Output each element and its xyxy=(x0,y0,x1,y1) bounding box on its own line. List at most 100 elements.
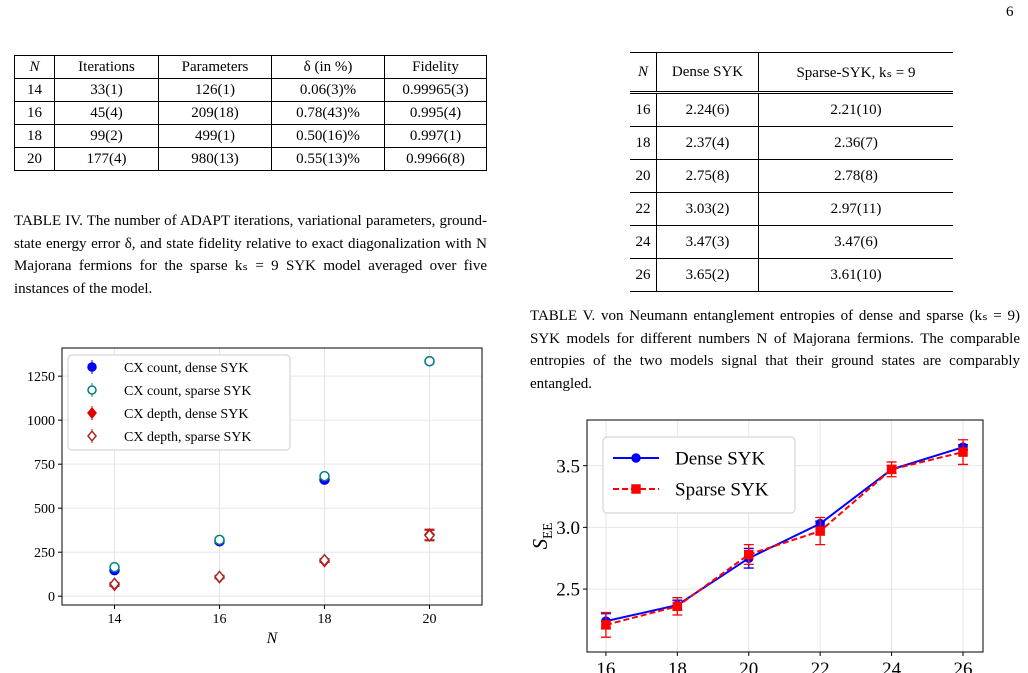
table-cell: 26 xyxy=(630,258,657,292)
marker xyxy=(87,407,97,419)
table-row: 18 2.37(4) 2.36(7) xyxy=(630,126,953,160)
table-cell: 45(4) xyxy=(54,101,159,125)
table-cell: 499(1) xyxy=(158,124,272,148)
table-row: 22 3.03(2) 2.97(11) xyxy=(630,192,953,226)
x-tick-label: 18 xyxy=(668,659,687,673)
legend-box xyxy=(602,436,796,514)
legend-label: CX depth, dense SYK xyxy=(124,407,248,422)
table-cell: 2.97(11) xyxy=(758,192,953,226)
marker xyxy=(815,526,825,536)
marker xyxy=(214,570,225,584)
x-tick-label: 18 xyxy=(318,612,332,627)
legend-label: Dense SYK xyxy=(675,449,766,470)
marker xyxy=(87,430,97,442)
table-cell: 2.36(7) xyxy=(758,126,953,160)
table-cell: 3.61(10) xyxy=(758,258,953,292)
table-row: 16 2.24(6) 2.21(10) xyxy=(630,92,953,127)
marker xyxy=(672,601,683,612)
x-tick-label: 26 xyxy=(954,659,973,673)
table-cell: 209(18) xyxy=(158,101,272,125)
legend-label: Sparse SYK xyxy=(675,480,769,501)
x-axis-label: N xyxy=(266,630,279,647)
table-row: 20 177(4) 980(13) 0.55(13)% 0.9966(8) xyxy=(14,147,487,171)
marker xyxy=(87,385,97,395)
table-cell: Fidelity xyxy=(384,55,487,79)
table-cell: 0.50(16)% xyxy=(271,124,385,148)
table-cell: 16 xyxy=(630,92,657,127)
marker xyxy=(214,534,225,546)
y-tick-label: 750 xyxy=(34,458,55,473)
y-tick-label: 500 xyxy=(34,502,55,517)
marker xyxy=(958,447,968,457)
table-cell: 2.37(4) xyxy=(656,126,759,160)
table-row: 26 3.65(2) 3.61(10) xyxy=(630,258,953,292)
table-cell: 33(1) xyxy=(54,78,159,102)
table-cell: 18 xyxy=(630,126,657,160)
y-tick-label: 0 xyxy=(48,590,55,605)
table-row: 24 3.47(3) 3.47(6) xyxy=(630,225,953,259)
marker xyxy=(424,528,435,543)
table-row: N Iterations Parameters δ (in %) Fidelity xyxy=(14,55,487,79)
marker xyxy=(631,453,641,463)
y-tick-label: 1000 xyxy=(27,414,55,429)
marker xyxy=(886,464,897,475)
marker xyxy=(424,355,435,367)
table-cell: N xyxy=(630,52,657,94)
table-row: 16 45(4) 209(18) 0.78(43)% 0.995(4) xyxy=(14,101,487,125)
y-axis-label-sub: EE xyxy=(540,523,555,539)
legend-label: CX depth, sparse SYK xyxy=(124,430,252,445)
series-line xyxy=(605,451,964,626)
axes-frame xyxy=(586,419,984,653)
x-tick-label: 24 xyxy=(882,659,902,673)
marker xyxy=(631,484,641,494)
legend-label: CX count, sparse SYK xyxy=(124,384,252,399)
table-cell: 99(2) xyxy=(54,124,159,148)
table-cell: 177(4) xyxy=(54,147,159,171)
table-cell: 22 xyxy=(630,192,657,226)
x-tick-label: 14 xyxy=(108,612,122,627)
table-iv-caption: TABLE IV. The number of ADAPT iterations… xyxy=(14,213,487,297)
table-cell: 3.47(3) xyxy=(656,225,759,259)
y-tick-label: 1250 xyxy=(27,370,55,385)
x-tick-label: 20 xyxy=(423,612,437,627)
table-cell: 2.21(10) xyxy=(758,92,953,127)
x-tick-label: 22 xyxy=(811,659,830,673)
y-tick-label: 3.0 xyxy=(556,518,580,539)
table-cell: 0.55(13)% xyxy=(271,147,385,171)
table-row: 18 99(2) 499(1) 0.50(16)% 0.997(1) xyxy=(14,124,487,148)
marker xyxy=(87,362,97,372)
x-tick-label: 16 xyxy=(213,612,227,627)
table-cell: Parameters xyxy=(158,55,272,79)
marker xyxy=(109,561,120,573)
table-cell: 24 xyxy=(630,225,657,259)
table-row: 20 2.75(8) 2.78(8) xyxy=(630,159,953,193)
legend-box xyxy=(67,354,291,451)
table-cell: 3.65(2) xyxy=(656,258,759,292)
marker xyxy=(744,549,754,560)
table-cell: 3.47(6) xyxy=(758,225,953,259)
marker xyxy=(601,620,611,630)
y-tick-label: 3.5 xyxy=(556,456,580,477)
y-axis-label: SEE xyxy=(528,523,555,550)
table-cell: 0.78(43)% xyxy=(271,101,385,125)
table-cell: Sparse-SYK, kₛ = 9 xyxy=(758,52,953,94)
table-cell: 126(1) xyxy=(158,78,272,102)
table-cell: 14 xyxy=(14,78,55,102)
table-cell: Dense SYK xyxy=(656,52,759,94)
table-row: N Dense SYK Sparse-SYK, kₛ = 9 xyxy=(630,52,953,94)
table-cell: Iterations xyxy=(54,55,159,79)
x-tick-label: 20 xyxy=(739,659,758,673)
table-cell: 2.75(8) xyxy=(656,159,759,193)
y-tick-label: 2.5 xyxy=(556,580,580,601)
table-iv: N Iterations Parameters δ (in %) Fidelity 14 3… xyxy=(14,55,487,171)
y-tick-label: 250 xyxy=(34,546,55,561)
table-cell: 2.78(8) xyxy=(758,159,953,193)
y-axis-label-main: S xyxy=(528,538,552,549)
table-cell: 3.03(2) xyxy=(656,192,759,226)
table-row: 14 33(1) 126(1) 0.06(3)% 0.99965(3) xyxy=(14,78,487,102)
table-cell: 0.99965(3) xyxy=(384,78,487,102)
table-cell: 0.9966(8) xyxy=(384,147,487,171)
marker xyxy=(319,470,330,482)
page-number: 6 xyxy=(1006,4,1014,20)
